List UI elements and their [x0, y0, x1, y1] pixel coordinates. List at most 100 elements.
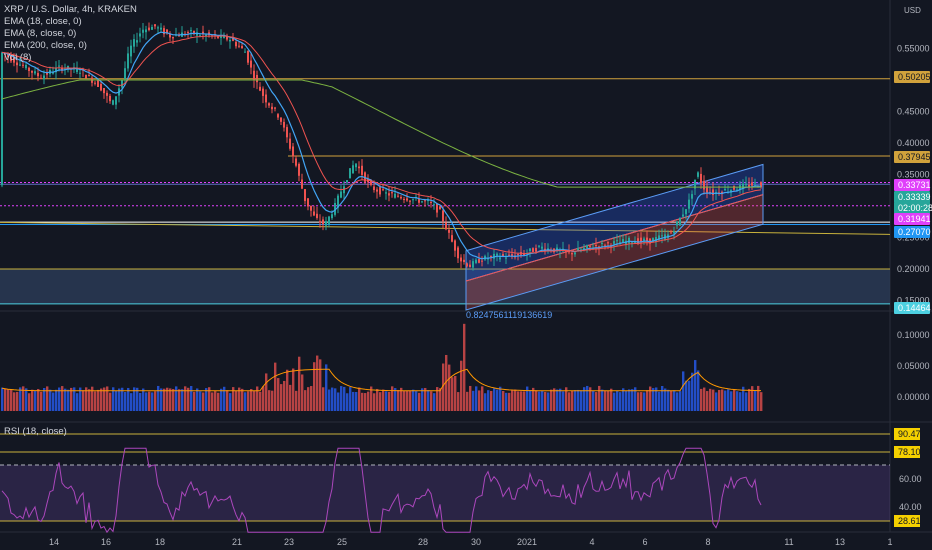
candle-body	[313, 211, 315, 216]
price-tag-label: 0.14464	[898, 303, 931, 313]
candle-body	[310, 205, 312, 211]
candle-body	[637, 238, 639, 244]
volume-bar	[643, 392, 646, 411]
candle-body	[100, 83, 102, 91]
volume-bar	[10, 389, 13, 411]
candle-body	[358, 166, 360, 169]
volume-bar	[19, 387, 22, 411]
volume-label[interactable]: Vol (8)	[4, 52, 32, 63]
ema200-label[interactable]: EMA (200, close, 0)	[4, 40, 87, 51]
candle-body	[421, 201, 423, 203]
candle-body	[286, 127, 288, 138]
candle-body	[316, 213, 318, 218]
volume-bar	[58, 387, 61, 411]
candle-body	[400, 197, 402, 199]
volume-bar	[154, 391, 157, 411]
time-tick-label: 6	[642, 537, 647, 547]
ema18-label[interactable]: EMA (18, close, 0)	[4, 16, 82, 27]
volume-bar	[163, 388, 166, 411]
candle-body	[430, 201, 432, 203]
candle-body	[760, 182, 762, 188]
price-tag	[894, 213, 930, 225]
candle-body	[517, 254, 519, 256]
symbol-title[interactable]: XRP / U.S. Dollar, 4h, KRAKEN	[4, 4, 137, 15]
volume-bar	[469, 385, 472, 411]
candle-body	[43, 75, 45, 80]
candle-body	[496, 253, 498, 256]
volume-bar	[406, 390, 409, 411]
candle-body	[253, 70, 255, 81]
time-tick-label: 13	[835, 537, 845, 547]
volume-bar	[520, 391, 523, 411]
candle-body	[601, 243, 603, 245]
volume-bar	[250, 389, 253, 411]
volume-bar	[196, 388, 199, 411]
volume-bar	[91, 386, 94, 411]
volume-bar	[229, 393, 232, 411]
rsi-legend[interactable]: RSI (18, close)	[4, 426, 67, 438]
volume-bar	[337, 392, 340, 411]
candle-body	[337, 195, 339, 208]
volume-bar	[670, 390, 673, 411]
volume-bar	[52, 392, 55, 411]
volume-bar	[436, 387, 439, 411]
candle-body	[523, 253, 525, 256]
price-tag-label: 0.27070	[898, 227, 931, 237]
volume-bar	[577, 389, 580, 411]
volume-bar	[658, 391, 661, 411]
candle-body	[256, 74, 258, 83]
volume-bar	[427, 390, 430, 411]
candle-body	[202, 31, 204, 35]
volume-bar	[178, 389, 181, 411]
volume-bar	[760, 392, 763, 411]
candle-body	[205, 34, 207, 37]
candle-body	[247, 50, 249, 63]
volume-tick-label: 0.05000	[897, 361, 930, 371]
volume-bar	[361, 392, 364, 411]
candle-body	[688, 199, 690, 209]
volume-bar	[73, 387, 76, 411]
volume-bar	[370, 386, 373, 411]
volume-bar	[478, 390, 481, 411]
candle-body	[370, 180, 372, 186]
candle-body	[190, 30, 192, 32]
volume-bar	[562, 391, 565, 411]
volume-bar	[592, 390, 595, 411]
volume-bar	[193, 391, 196, 411]
volume-bar	[310, 386, 313, 411]
volume-bar	[589, 387, 592, 411]
volume-bar	[460, 360, 463, 411]
candle-body	[691, 194, 693, 199]
volume-bar	[526, 386, 529, 411]
candle-body	[391, 192, 393, 194]
volume-bar	[517, 391, 520, 411]
volume-bar	[139, 393, 142, 411]
volume-bar	[328, 389, 331, 411]
candle-body	[748, 184, 750, 187]
candle-body	[409, 200, 411, 202]
volume-bar	[16, 391, 19, 411]
volume-bar	[388, 391, 391, 411]
fib-ratio-label: 0.8247561119136619	[466, 310, 552, 320]
candle-body	[700, 173, 702, 184]
candle-body	[694, 179, 696, 189]
ema8-label[interactable]: EMA (8, close, 0)	[4, 28, 77, 39]
volume-bar	[415, 391, 418, 411]
candle-body	[127, 53, 129, 69]
volume-bar	[313, 362, 316, 411]
price-tick-label: 0.15000	[897, 296, 930, 306]
candle-body	[589, 245, 591, 247]
volume-bar	[547, 392, 550, 411]
candle-body	[490, 256, 492, 258]
candle-body	[268, 103, 270, 106]
candle-body	[649, 238, 651, 244]
volume-bar	[736, 391, 739, 411]
candle-body	[166, 29, 168, 34]
candle-body	[271, 106, 273, 110]
volume-bar	[742, 386, 745, 411]
volume-bar	[640, 392, 643, 411]
rsi-level-tag	[894, 515, 920, 527]
volume-bar	[187, 387, 190, 411]
volume-bar	[544, 391, 547, 411]
